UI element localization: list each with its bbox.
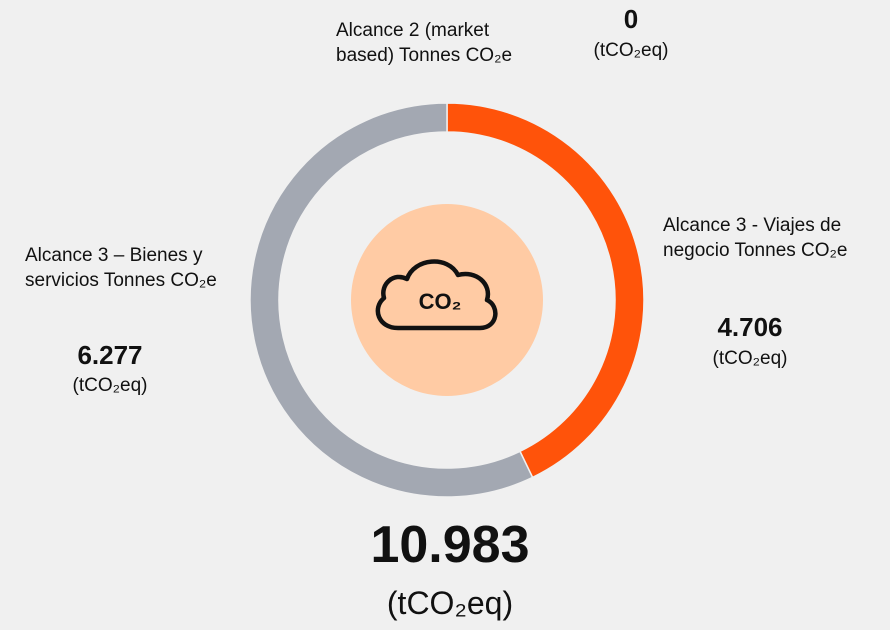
icon-label: CO₂ bbox=[419, 289, 462, 314]
slice-unit: (tCO₂eq) bbox=[712, 348, 788, 369]
cloud-icon bbox=[375, 259, 498, 331]
slice bbox=[249, 102, 534, 498]
donut bbox=[249, 102, 645, 498]
slice-label: Alcance 3 - Viajes de negocio Tonnes CO₂… bbox=[663, 215, 848, 261]
total-unit: (tCO₂eq) bbox=[386, 585, 514, 621]
slice-label: Alcance 2 (market based) Tonnes CO₂e bbox=[336, 20, 513, 66]
slice-value: 4.706 bbox=[717, 312, 783, 342]
slice-value: 6.277 bbox=[77, 340, 143, 370]
center-circle bbox=[351, 204, 543, 396]
slice-label: Alcance 3 – Bienes y servicios Tonnes CO… bbox=[25, 245, 217, 291]
slice-unit: (tCO₂eq) bbox=[593, 40, 669, 61]
slice-value: 0 bbox=[623, 4, 639, 34]
slice-unit: (tCO₂eq) bbox=[72, 375, 148, 396]
total-value: 10.983 bbox=[370, 516, 530, 574]
